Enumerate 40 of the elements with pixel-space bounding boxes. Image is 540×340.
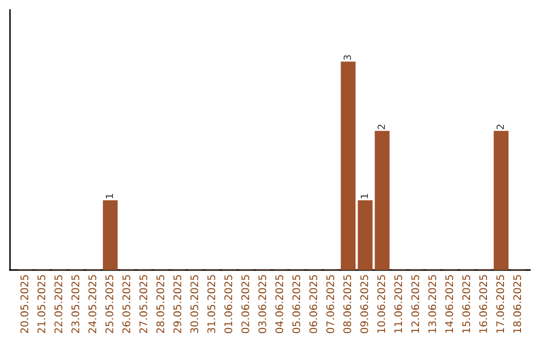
data-label: 3 [344,55,351,60]
x-tick-label: 18.06.2025 [513,275,522,333]
data-label: 2 [496,124,504,130]
bar [358,200,373,270]
x-tick-label: 23.05.2025 [71,275,80,334]
x-tick-label: 17.06.2025 [496,275,504,333]
x-tick-label: 13.06.2025 [428,275,436,333]
x-tick-label: 01.06.2025 [224,275,232,334]
x-tick-label: 16.06.2025 [479,275,488,333]
x-tick-label: 29.05.2025 [173,275,182,334]
bar [102,200,118,270]
x-tick-label: 09.06.2025 [360,275,368,334]
x-tick-label: 07.06.2025 [326,275,334,334]
x-tick-label: 11.06.2025 [394,275,402,333]
x-tick-label: 20.05.2025 [20,275,28,334]
bar [340,62,356,270]
x-tick-label: 05.06.2025 [292,275,300,334]
x-tick-label: 22.05.2025 [54,275,62,334]
x-tick-label: 04.06.2025 [275,275,284,334]
x-tick-label: 14.06.2025 [445,275,454,333]
bar [494,130,508,270]
data-label: 2 [378,124,385,130]
x-tick-label: 10.06.2025 [377,275,386,333]
x-tick-label: 08.06.2025 [343,275,352,334]
x-tick-label: 28.05.2025 [156,275,164,334]
x-tick-label: 06.06.2025 [309,275,318,334]
x-tick-label: 15.06.2025 [462,275,470,333]
x-tick-label: 25.05.2025 [105,275,114,334]
x-tick-label: 02.06.2025 [241,275,250,334]
data-label: 1 [360,194,368,198]
x-tick-label: 31.05.2025 [207,275,216,334]
x-tick-label: 03.06.2025 [258,275,266,334]
x-tick-label: 26.05.2025 [122,275,130,334]
x-tick-label: 27.05.2025 [139,275,148,334]
x-tick-label: 12.06.2025 [411,275,420,333]
data-label: 1 [106,194,113,198]
bar [374,130,390,270]
x-tick-label: 21.05.2025 [37,275,46,334]
x-tick-label: 24.05.2025 [88,275,96,334]
x-tick-label: 30.05.2025 [190,275,198,334]
